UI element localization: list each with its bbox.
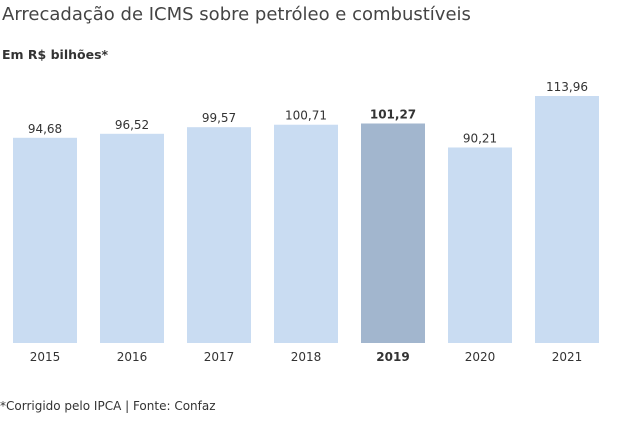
chart-footnote: *Corrigido pelo IPCA | Fonte: Confaz [0,399,216,413]
chart-title: Arrecadação de ICMS sobre petróleo e com… [2,4,471,25]
value-label-2020: 90,21 [463,131,497,145]
bar-2015 [13,137,77,343]
x-tick-label-2020: 2020 [465,350,496,364]
x-tick-label-2021: 2021 [552,350,583,364]
bar-2019 [361,123,425,343]
value-label-2017: 99,57 [202,111,236,125]
bar-2017 [187,127,251,344]
x-tick-label-2017: 2017 [204,350,235,364]
bar-2021 [535,96,599,343]
x-tick-label-2015: 2015 [30,350,61,364]
x-tick-label-2019: 2019 [376,350,409,364]
value-label-2015: 94,68 [28,122,62,136]
value-label-2019: 101,27 [370,108,416,122]
value-label-2016: 96,52 [115,118,149,132]
x-tick-label-2018: 2018 [291,350,322,364]
bar-2018 [274,124,338,343]
x-tick-label-2016: 2016 [117,350,148,364]
chart-subtitle: Em R$ bilhões* [2,47,109,62]
value-label-2018: 100,71 [285,109,327,123]
bar-2020 [448,147,512,343]
value-label-2021: 113,96 [546,80,588,94]
bar-chart: 94,68 2015 96,52 2016 99,57 2017 100,71 2018 101… [13,80,599,364]
bar-2016 [100,133,164,343]
